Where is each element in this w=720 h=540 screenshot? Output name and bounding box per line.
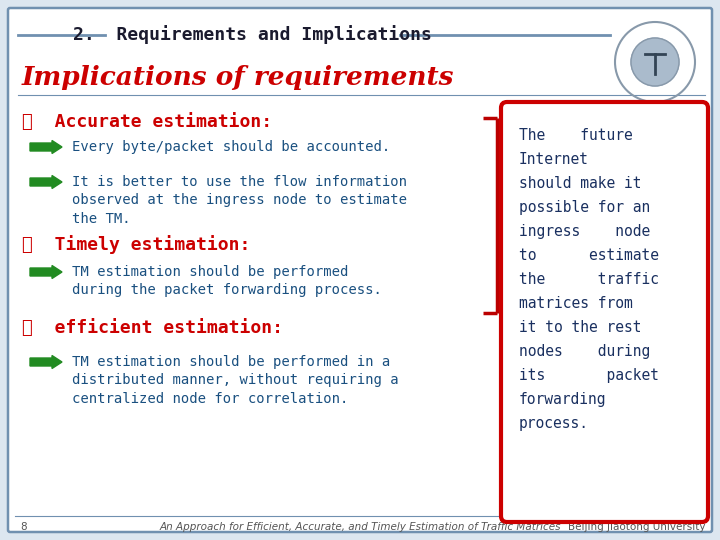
Text: process.: process. xyxy=(519,416,589,431)
Text: Internet: Internet xyxy=(519,152,589,167)
Text: The    future: The future xyxy=(519,128,633,143)
Text: matrices from: matrices from xyxy=(519,296,633,311)
FancyArrow shape xyxy=(30,176,62,188)
Text: nodes    during: nodes during xyxy=(519,344,650,359)
Text: ①  Accurate estimation:: ① Accurate estimation: xyxy=(22,113,272,131)
FancyArrow shape xyxy=(30,266,62,279)
Text: possible for an: possible for an xyxy=(519,200,650,215)
Text: Beijing Jiaotong University: Beijing Jiaotong University xyxy=(567,522,705,532)
Text: Every byte/packet should be accounted.: Every byte/packet should be accounted. xyxy=(72,140,390,154)
FancyBboxPatch shape xyxy=(12,97,482,527)
Text: ③  efficient estimation:: ③ efficient estimation: xyxy=(22,319,283,337)
Text: the      traffic: the traffic xyxy=(519,272,659,287)
Text: it to the rest: it to the rest xyxy=(519,320,642,335)
Circle shape xyxy=(631,38,679,86)
Text: ingress    node: ingress node xyxy=(519,224,650,239)
Text: 8: 8 xyxy=(20,522,27,532)
Text: 2.  Requirements and Implications: 2. Requirements and Implications xyxy=(73,25,431,44)
Text: TM estimation should be performed in a
distributed manner, without requiring a
c: TM estimation should be performed in a d… xyxy=(72,355,399,406)
Text: its       packet: its packet xyxy=(519,368,659,383)
FancyBboxPatch shape xyxy=(8,8,712,532)
Text: ②  Timely estimation:: ② Timely estimation: xyxy=(22,235,251,254)
FancyArrow shape xyxy=(30,355,62,368)
Circle shape xyxy=(615,22,695,102)
Text: to      estimate: to estimate xyxy=(519,248,659,263)
Text: Implications of requirements: Implications of requirements xyxy=(22,65,454,91)
Text: should make it: should make it xyxy=(519,176,642,191)
Text: forwarding: forwarding xyxy=(519,392,606,407)
FancyArrow shape xyxy=(30,140,62,153)
FancyBboxPatch shape xyxy=(501,102,708,522)
Text: An Approach for Efficient, Accurate, and Timely Estimation of Traffic Matrices: An Approach for Efficient, Accurate, and… xyxy=(159,522,561,532)
Text: TM estimation should be performed
during the packet forwarding process.: TM estimation should be performed during… xyxy=(72,265,382,298)
Text: It is better to use the flow information
observed at the ingress node to estimat: It is better to use the flow information… xyxy=(72,175,407,226)
